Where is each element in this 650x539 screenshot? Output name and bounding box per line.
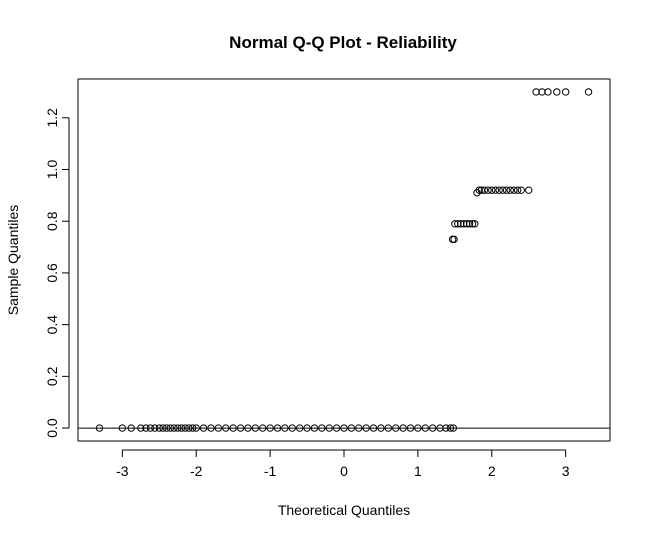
data-point bbox=[170, 424, 178, 432]
data-point bbox=[491, 186, 500, 194]
data-point bbox=[188, 424, 197, 432]
data-point bbox=[355, 424, 363, 432]
data-point bbox=[199, 424, 208, 432]
data-point bbox=[471, 220, 479, 228]
y-tick-label: 0.0 bbox=[44, 418, 60, 438]
data-point bbox=[177, 424, 186, 432]
data-point bbox=[480, 186, 489, 194]
data-point bbox=[266, 424, 274, 432]
data-point bbox=[428, 424, 437, 432]
data-point bbox=[544, 88, 552, 96]
data-point bbox=[295, 424, 304, 432]
data-point bbox=[222, 424, 230, 432]
data-point bbox=[244, 424, 252, 432]
data-point bbox=[207, 424, 215, 432]
chart-title: Normal Q-Q Plot - Reliability bbox=[229, 33, 457, 52]
x-tick-label: 2 bbox=[488, 463, 496, 479]
x-tick-label: 1 bbox=[414, 463, 422, 479]
data-point bbox=[513, 186, 522, 194]
y-tick-label: 1.0 bbox=[44, 160, 60, 180]
data-point bbox=[118, 424, 127, 432]
data-point bbox=[137, 424, 145, 432]
data-point bbox=[414, 424, 422, 432]
data-point bbox=[369, 424, 378, 432]
data-point bbox=[362, 424, 370, 432]
data-point bbox=[406, 424, 415, 432]
data-point bbox=[475, 186, 483, 194]
data-point bbox=[166, 424, 175, 432]
data-point bbox=[281, 424, 289, 432]
data-point bbox=[484, 186, 492, 194]
y-tick-label: 1.2 bbox=[44, 108, 60, 128]
data-point bbox=[325, 424, 333, 432]
data-point bbox=[174, 424, 182, 432]
y-tick-label: 0.2 bbox=[44, 366, 60, 386]
data-point bbox=[229, 424, 237, 432]
data-point bbox=[288, 424, 296, 432]
data-point bbox=[450, 235, 458, 244]
data-point bbox=[502, 186, 511, 194]
data-point bbox=[442, 424, 450, 432]
plot-frame bbox=[77, 78, 611, 442]
data-point bbox=[448, 235, 457, 244]
y-axis-label: Sample Quantiles bbox=[5, 205, 21, 316]
data-point bbox=[488, 186, 496, 194]
data-point bbox=[310, 424, 319, 432]
data-point bbox=[159, 424, 167, 432]
data-point bbox=[392, 424, 400, 432]
y-axis: 0.0 0.2 0.4 0.6 0.8 1.0 1.2 bbox=[44, 108, 70, 438]
data-point bbox=[347, 424, 356, 432]
y-tick-label: 0.6 bbox=[44, 263, 60, 283]
x-tick-label: 3 bbox=[562, 463, 570, 479]
data-point bbox=[236, 424, 245, 432]
data-point bbox=[146, 424, 155, 432]
data-point bbox=[151, 424, 159, 432]
data-point bbox=[192, 424, 200, 432]
data-point bbox=[95, 424, 104, 432]
y-tick-label: 0.8 bbox=[44, 211, 60, 231]
data-point bbox=[561, 88, 570, 96]
data-point bbox=[303, 424, 311, 432]
data-point bbox=[510, 186, 518, 194]
data-point bbox=[517, 186, 526, 194]
data-points bbox=[95, 88, 593, 432]
data-point bbox=[340, 424, 348, 432]
data-point bbox=[127, 424, 135, 432]
x-tick-label: -2 bbox=[190, 463, 203, 479]
data-point bbox=[332, 424, 341, 432]
data-point bbox=[399, 424, 407, 432]
data-point bbox=[446, 424, 455, 432]
data-point bbox=[259, 424, 267, 432]
data-point bbox=[181, 424, 189, 432]
data-point bbox=[318, 424, 326, 432]
plot-area bbox=[77, 78, 611, 442]
data-point bbox=[553, 88, 561, 96]
data-point bbox=[584, 88, 593, 96]
data-point bbox=[506, 186, 514, 194]
data-point bbox=[214, 424, 223, 432]
data-point bbox=[162, 424, 171, 432]
x-tick-label: 0 bbox=[340, 463, 348, 479]
x-axis-label: Theoretical Quantiles bbox=[278, 502, 410, 518]
data-point bbox=[468, 220, 477, 228]
data-point bbox=[142, 424, 150, 432]
data-point bbox=[525, 186, 533, 194]
y-tick-label: 0.4 bbox=[44, 315, 60, 335]
data-point bbox=[465, 220, 474, 228]
data-point bbox=[495, 186, 503, 194]
data-point bbox=[251, 424, 260, 432]
data-point bbox=[185, 424, 193, 432]
x-tick-label: -1 bbox=[264, 463, 277, 479]
data-point bbox=[421, 424, 429, 432]
data-point bbox=[449, 424, 458, 432]
data-point bbox=[377, 424, 385, 432]
x-tick-label: -3 bbox=[116, 463, 129, 479]
data-point bbox=[273, 424, 282, 432]
data-point bbox=[384, 424, 393, 432]
data-point bbox=[155, 424, 163, 432]
x-axis: -3 -2 -1 0 1 2 3 bbox=[116, 449, 570, 479]
data-point bbox=[499, 186, 507, 194]
